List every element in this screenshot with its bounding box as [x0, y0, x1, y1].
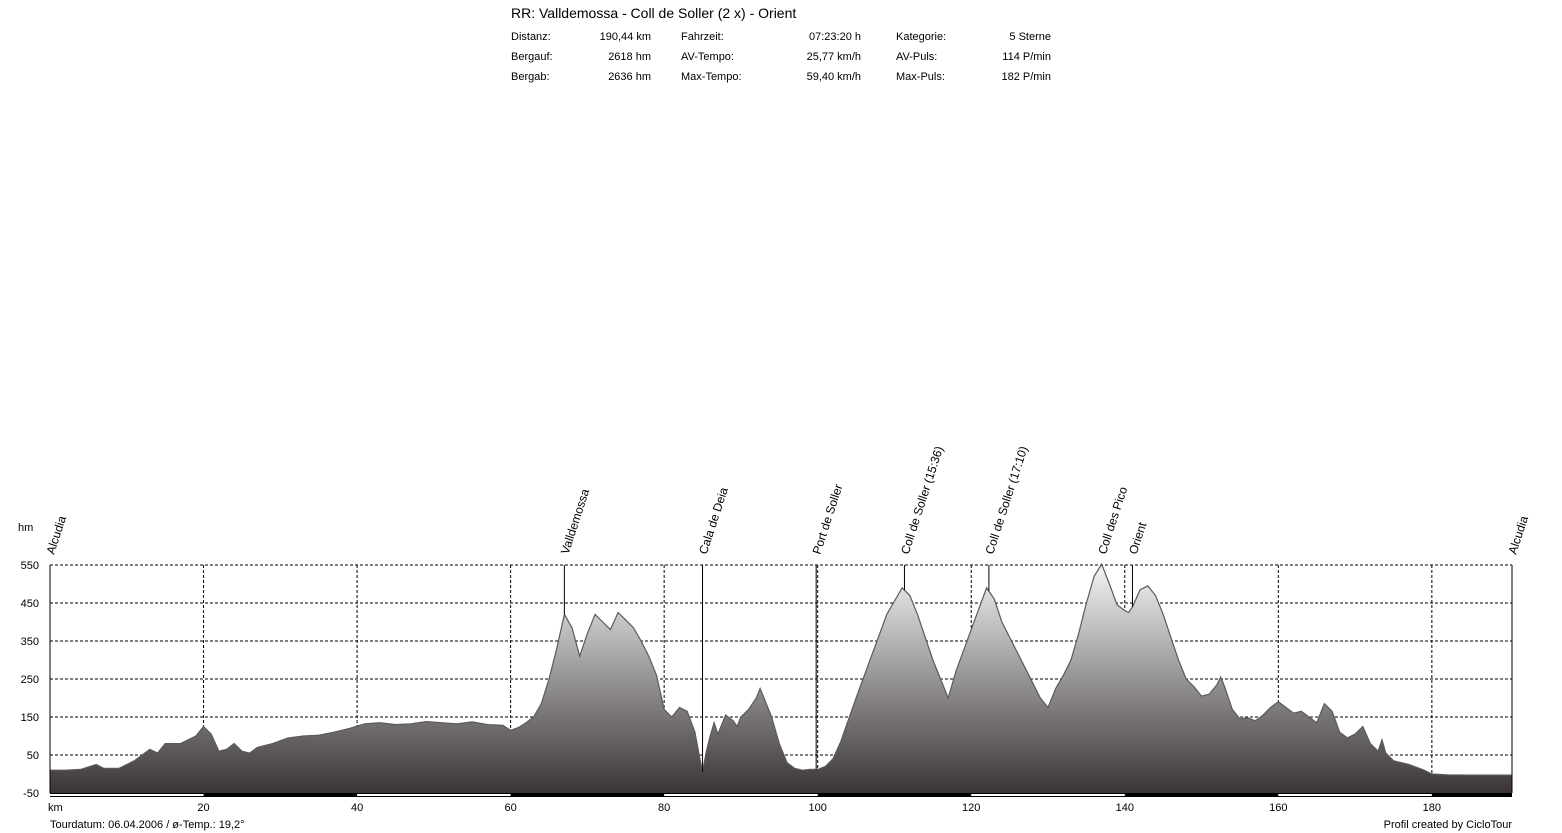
x-tick-label: 20 [197, 802, 209, 814]
y-tick-label: 550 [21, 560, 39, 572]
chart-title: RR: Valldemossa - Coll de Soller (2 x) -… [511, 5, 797, 21]
stat-label-kategorie: Kategorie: [896, 31, 947, 43]
stat-value-fahrzeit: 07:23:20 h [809, 31, 861, 43]
stat-label-max-tempo: Max-Tempo: [681, 71, 742, 83]
y-tick-label: 250 [21, 674, 39, 686]
x-tick-label: 160 [1269, 802, 1287, 814]
stat-value-max-puls: 182 P/min [1001, 71, 1051, 83]
stat-value-max-tempo: 59,40 km/h [806, 71, 861, 83]
stat-value-bergauf: 2618 hm [608, 51, 651, 63]
y-axis-label: hm [18, 522, 33, 534]
footer-tour-info: Tourdatum: 06.04.2006 / ø-Temp.: 19,2° [50, 819, 245, 831]
y-tick-label: -50 [23, 788, 39, 800]
y-tick-label: 450 [21, 598, 39, 610]
x-tick-label: 140 [1116, 802, 1134, 814]
waypoint-label: Alcudia [1506, 514, 1532, 556]
waypoint-label: Valldemossa [558, 487, 592, 556]
x-tick-label: 100 [809, 802, 827, 814]
waypoint-label: Coll des Pico [1095, 485, 1130, 556]
x-axis-segment [1278, 794, 1432, 796]
stat-label-av-tempo: AV-Tempo: [681, 51, 734, 63]
x-axis-segment [50, 794, 204, 796]
waypoint-label: Alcudia [44, 514, 70, 556]
x-axis-segment [664, 794, 818, 796]
y-tick-label: 50 [27, 750, 39, 762]
elevation-area [50, 564, 1512, 793]
footer-credit: Profil created by CicloTour [1383, 819, 1512, 831]
waypoint-label: Orient [1126, 520, 1150, 556]
stat-value-av-puls: 114 P/min [1002, 51, 1051, 63]
stat-label-fahrzeit: Fahrzeit: [681, 31, 724, 43]
waypoint-label: Coll de Soller (15:36) [898, 444, 946, 556]
x-tick-label: 120 [962, 802, 980, 814]
stat-value-bergab: 2636 hm [608, 71, 651, 83]
x-axis-segment [971, 794, 1125, 796]
stat-label-distanz: Distanz: [511, 31, 551, 43]
x-tick-label: 180 [1423, 802, 1441, 814]
stat-label-max-puls: Max-Puls: [896, 71, 945, 83]
x-axis-segment [357, 794, 511, 796]
x-tick-label: 80 [658, 802, 670, 814]
waypoint-label: Port de Soller [810, 482, 846, 555]
stat-label-bergab: Bergab: [511, 71, 550, 83]
x-tick-label: 60 [504, 802, 516, 814]
stat-label-av-puls: AV-Puls: [896, 51, 938, 63]
stat-label-bergauf: Bergauf: [511, 51, 553, 63]
y-tick-label: 150 [21, 712, 39, 724]
stat-value-av-tempo: 25,77 km/h [806, 51, 861, 63]
y-tick-label: 350 [21, 636, 39, 648]
waypoint-label: Coll de Soller (17:10) [982, 444, 1030, 556]
x-axis-label: km [48, 802, 63, 814]
elevation-outline [50, 562, 1512, 776]
x-tick-label: 40 [351, 802, 363, 814]
waypoint-label: Cala de Deia [696, 485, 731, 556]
stat-value-distanz: 190,44 km [599, 31, 651, 43]
stat-value-kategorie: 5 Sterne [1009, 31, 1051, 43]
